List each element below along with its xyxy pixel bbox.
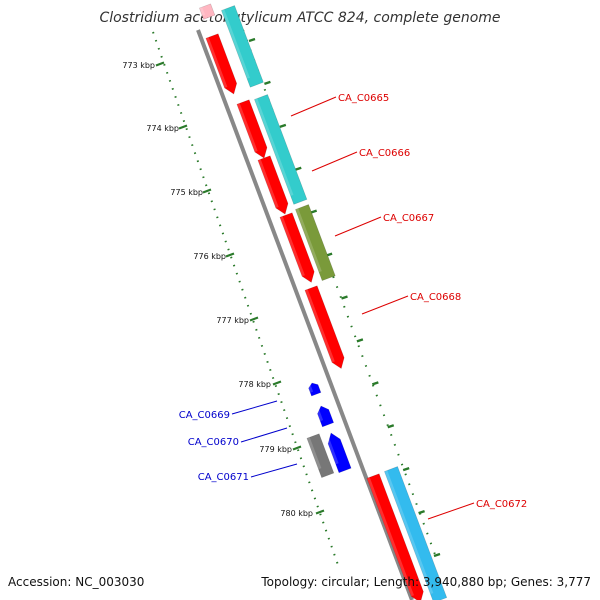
tick-label: 777 kbp bbox=[216, 316, 249, 325]
guide-tick bbox=[433, 552, 441, 558]
gene-label-ca-c0670[interactable]: CA_C0670 bbox=[188, 437, 239, 448]
cds-block-ca-c0665-shade bbox=[236, 103, 258, 153]
map-title: Clostridium acetobutylicum ATCC 824, com… bbox=[99, 10, 500, 26]
cds-block-ca-c0672[interactable] bbox=[366, 473, 424, 600]
leader-ca-c0672 bbox=[427, 502, 475, 520]
cds-block-ca-c0672-shade bbox=[366, 477, 415, 597]
product-block-ca-c0665-666[interactable] bbox=[254, 94, 308, 205]
product-block-ca-c0672[interactable] bbox=[384, 466, 448, 600]
product-block-ca-c0667-shade bbox=[295, 208, 322, 273]
cds-block-ca-c0671-shade bbox=[324, 434, 339, 465]
gene-label-ca-c0669[interactable]: CA_C0669 bbox=[179, 410, 230, 421]
cds-block-ca-c0670[interactable] bbox=[317, 405, 335, 428]
ruler-tick bbox=[178, 124, 188, 130]
product-block-ca-c0664[interactable] bbox=[221, 5, 264, 88]
tick-labels: 773 kbp 774 kbp 775 kbp 776 kbp 777 kbp … bbox=[122, 61, 313, 518]
ruler-ticks bbox=[155, 37, 441, 558]
cds-block-ca-c0667-shade bbox=[279, 216, 305, 277]
tick-label: 779 kbp bbox=[259, 445, 292, 454]
leader-ca-c0667 bbox=[334, 216, 382, 237]
guide-tick bbox=[402, 467, 410, 472]
label-leaders bbox=[231, 96, 475, 520]
cds-block-ca-c0667[interactable] bbox=[279, 212, 315, 283]
cds-block-partial[interactable] bbox=[198, 3, 216, 20]
ruler-tick bbox=[225, 252, 235, 258]
gene-label-ca-c0667[interactable]: CA_C0667 bbox=[383, 213, 434, 224]
cds-block-ca-c0666-shade bbox=[257, 159, 279, 209]
cds-block-ca-c0665[interactable] bbox=[236, 99, 268, 159]
tick-label: 775 kbp bbox=[170, 188, 203, 197]
gene-label-ca-c0668[interactable]: CA_C0668 bbox=[410, 292, 461, 303]
leader-ca-c0669 bbox=[231, 400, 278, 415]
guide-tick bbox=[371, 381, 379, 386]
product-block-ca-c0672-shade bbox=[384, 470, 434, 595]
cds-block-ca-c0671[interactable] bbox=[327, 432, 352, 474]
leader-ca-c0670 bbox=[240, 427, 288, 443]
ruler-tick bbox=[315, 509, 325, 515]
guide-tick bbox=[418, 509, 425, 515]
ruler-line bbox=[152, 31, 339, 566]
backbone-line bbox=[196, 29, 414, 600]
gene-label-ca-c0666[interactable]: CA_C0666 bbox=[359, 148, 410, 159]
product-block-ca-c0671-shade bbox=[306, 437, 322, 470]
cds-block-ca-c0669[interactable] bbox=[308, 382, 322, 397]
product-block-ca-c0664-shade bbox=[221, 9, 250, 79]
tick-label: 773 kbp bbox=[122, 61, 155, 70]
cds-block-ca-c0669-shade bbox=[307, 383, 314, 393]
tick-label: 780 kbp bbox=[280, 509, 313, 518]
ruler-tick bbox=[249, 316, 259, 322]
gene-label-ca-c0665[interactable]: CA_C0665 bbox=[338, 93, 389, 104]
cds-block-ca-c0664-shade bbox=[205, 37, 228, 88]
gene-labels: CA_C0665 CA_C0666 CA_C0667 CA_C0668 CA_C… bbox=[179, 93, 528, 510]
guide-tick bbox=[248, 37, 256, 43]
product-block-ca-c0667[interactable] bbox=[295, 204, 336, 281]
leader-ca-c0666 bbox=[311, 151, 358, 172]
tick-label: 774 kbp bbox=[146, 124, 179, 133]
guide-tick bbox=[387, 424, 395, 429]
guide-tick bbox=[341, 295, 348, 300]
summary-text: Topology: circular; Length: 3,940,880 bp… bbox=[260, 575, 591, 589]
leader-ca-c0665 bbox=[290, 96, 337, 117]
guide-tick bbox=[294, 166, 302, 171]
cds-block-ca-c0668-shade bbox=[304, 289, 335, 363]
cds-block-ca-c0668[interactable] bbox=[304, 285, 345, 369]
gene-label-ca-c0672[interactable]: CA_C0672 bbox=[476, 499, 527, 510]
guide-tick bbox=[264, 80, 271, 86]
product-block-ca-c0671[interactable] bbox=[306, 433, 335, 478]
tick-label: 778 kbp bbox=[238, 380, 271, 389]
ruler-tick bbox=[202, 188, 212, 194]
ruler-tick bbox=[272, 380, 282, 386]
cds-block-partial-shade bbox=[199, 7, 206, 16]
leader-ca-c0668 bbox=[361, 295, 409, 315]
accession-text: Accession: NC_003030 bbox=[8, 575, 144, 589]
cds-block-ca-c0664[interactable] bbox=[205, 33, 238, 95]
guide-tick bbox=[310, 209, 318, 214]
gene-label-ca-c0671[interactable]: CA_C0671 bbox=[198, 472, 249, 483]
ruler-tick bbox=[292, 445, 302, 451]
tick-label: 776 kbp bbox=[193, 252, 226, 261]
guide-tick bbox=[356, 338, 364, 343]
cds-block-ca-c0670-shade bbox=[315, 407, 324, 422]
gene-features bbox=[198, 3, 448, 600]
guide-tick bbox=[279, 123, 287, 128]
ruler-tick bbox=[155, 61, 165, 67]
leader-ca-c0671 bbox=[250, 463, 298, 478]
cds-block-ca-c0666[interactable] bbox=[257, 155, 289, 215]
product-block-ca-c0665-666-shade bbox=[254, 98, 294, 196]
